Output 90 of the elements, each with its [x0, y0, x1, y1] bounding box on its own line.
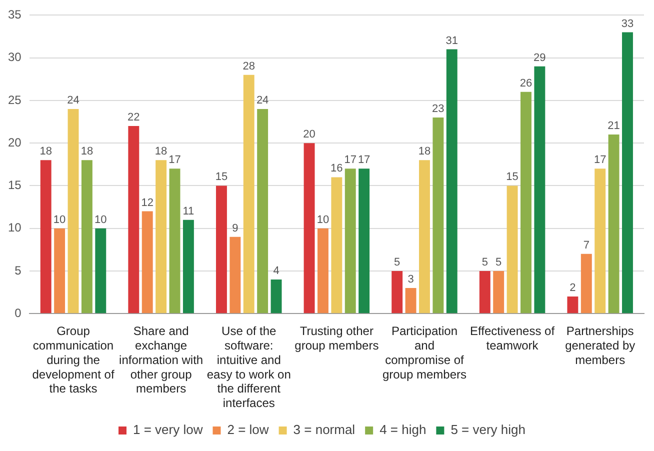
- data-label: 10: [316, 214, 330, 226]
- data-label: 31: [446, 34, 458, 47]
- data-label: 15: [215, 171, 228, 184]
- bar: [81, 160, 92, 314]
- y-tick-label: 5: [14, 263, 22, 278]
- data-label: 5: [496, 256, 502, 269]
- x-tick-label: Partnerships generated by members: [565, 324, 636, 367]
- bar: [128, 126, 140, 314]
- x-tick-label: Participation and compromise of group members: [382, 324, 467, 382]
- y-tick-label: 20: [8, 135, 22, 150]
- data-label: 16: [330, 162, 343, 175]
- bar: [479, 270, 490, 314]
- bar: [54, 228, 66, 314]
- data-label: 24: [67, 94, 80, 107]
- bar: [622, 32, 633, 314]
- bar: [506, 186, 518, 314]
- bar: [432, 118, 444, 314]
- bar: [68, 108, 79, 314]
- legend-label: 5 = very high: [450, 422, 526, 438]
- data-label: 20: [303, 128, 316, 141]
- data-label: 29: [534, 52, 546, 64]
- legend-label: 2 = low: [227, 422, 270, 438]
- bar: [344, 168, 356, 314]
- data-label: 5: [482, 256, 488, 269]
- bar: [95, 228, 106, 314]
- data-label: 7: [583, 239, 590, 252]
- bar: [580, 254, 592, 314]
- bar: [419, 160, 430, 314]
- y-tick-label: 30: [8, 50, 22, 64]
- data-label: 18: [154, 146, 168, 158]
- x-tick-label: Share and exchange information with other group members: [119, 324, 204, 396]
- data-label: 23: [432, 103, 444, 116]
- bar: [40, 160, 52, 314]
- y-tick-label: 25: [8, 92, 22, 107]
- bar: [156, 160, 167, 314]
- data-label: 28: [242, 60, 255, 72]
- bar: [608, 134, 620, 314]
- x-tick-label: Trusting other group members: [294, 324, 379, 353]
- y-tick-label: 0: [14, 306, 22, 320]
- legend-label: 1 = very low: [133, 422, 204, 438]
- data-label: 22: [128, 112, 140, 124]
- bar: [230, 236, 241, 314]
- bar: [520, 92, 532, 314]
- data-label: 10: [94, 214, 107, 226]
- bar: [243, 74, 254, 314]
- bar: [317, 228, 328, 314]
- data-label: 17: [594, 154, 606, 166]
- bar: [493, 270, 504, 314]
- bar: [392, 270, 403, 314]
- data-label: 5: [394, 256, 400, 269]
- data-label: 24: [256, 94, 269, 107]
- bar: [567, 296, 578, 314]
- data-label: 10: [53, 214, 66, 226]
- data-label: 3: [408, 274, 414, 286]
- bar: [304, 143, 315, 314]
- data-label: 2: [570, 282, 576, 294]
- data-label: 4: [273, 265, 280, 278]
- bar: [257, 108, 268, 314]
- data-label: 18: [40, 146, 52, 158]
- y-tick-label: 10: [8, 220, 22, 235]
- bar: [534, 66, 546, 314]
- data-label: 12: [141, 196, 154, 209]
- data-label: 15: [506, 171, 518, 184]
- bar: [270, 279, 282, 314]
- x-tick-label: Group communication during the development of the tasks: [32, 324, 115, 396]
- bar: [405, 288, 416, 314]
- data-label: 17: [344, 154, 356, 166]
- data-label: 18: [418, 146, 431, 158]
- bar: [358, 168, 370, 314]
- bar: [216, 186, 227, 314]
- bar: [446, 49, 458, 314]
- data-label: 26: [520, 77, 532, 90]
- data-label: 21: [608, 120, 620, 132]
- bar: [142, 211, 153, 314]
- data-label: 17: [358, 154, 370, 166]
- bar: [594, 168, 606, 314]
- y-tick-label: 15: [8, 178, 22, 192]
- bar: [182, 220, 194, 314]
- legend-label: 3 = normal: [293, 422, 356, 438]
- data-label: 33: [621, 18, 634, 30]
- legend-label: 4 = high: [380, 422, 426, 438]
- bar: [169, 168, 180, 314]
- x-tick-label: Effectiveness of teamwork: [470, 324, 556, 353]
- data-label: 11: [182, 205, 194, 218]
- data-label: 18: [80, 146, 94, 158]
- bar: [331, 177, 342, 314]
- data-label: 17: [168, 154, 181, 166]
- data-label: 9: [232, 222, 238, 234]
- x-tick-label: Use of the software: intuitive and easy to work on the different interfaces: [206, 324, 291, 410]
- y-tick-label: 35: [8, 8, 22, 22]
